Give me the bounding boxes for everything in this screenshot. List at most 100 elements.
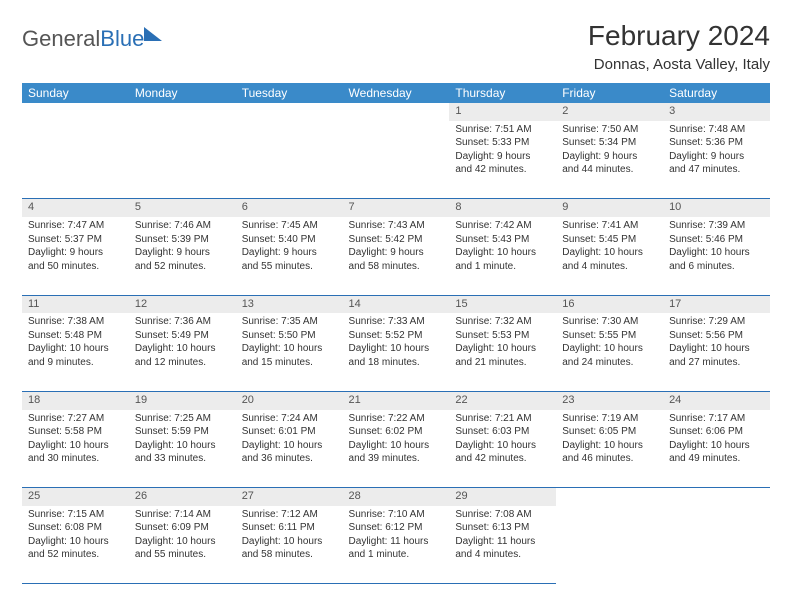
day-line-ss: Sunset: 6:01 PM [242, 426, 337, 439]
day-cell-body: Sunrise: 7:47 AMSunset: 5:37 PMDaylight:… [22, 217, 129, 278]
day-line-ss: Sunset: 6:06 PM [669, 426, 764, 439]
day-cell-body: Sunrise: 7:38 AMSunset: 5:48 PMDaylight:… [22, 313, 129, 374]
day-cell [129, 121, 236, 199]
day-cell-body: Sunrise: 7:21 AMSunset: 6:03 PMDaylight:… [449, 410, 556, 471]
day-line-sr: Sunrise: 7:19 AM [562, 413, 657, 426]
day-cell: Sunrise: 7:47 AMSunset: 5:37 PMDaylight:… [22, 217, 129, 295]
day-line-dl1: Daylight: 10 hours [562, 440, 657, 453]
day-number-cell: 24 [663, 391, 770, 409]
day-cell-body: Sunrise: 7:42 AMSunset: 5:43 PMDaylight:… [449, 217, 556, 278]
day-cell-body: Sunrise: 7:43 AMSunset: 5:42 PMDaylight:… [343, 217, 450, 278]
day-cell: Sunrise: 7:33 AMSunset: 5:52 PMDaylight:… [343, 313, 450, 391]
day-cell-body: Sunrise: 7:48 AMSunset: 5:36 PMDaylight:… [663, 121, 770, 182]
day-line-ss: Sunset: 5:45 PM [562, 234, 657, 247]
day-line-dl1: Daylight: 10 hours [135, 343, 230, 356]
day-line-ss: Sunset: 5:36 PM [669, 137, 764, 150]
day-line-sr: Sunrise: 7:10 AM [349, 509, 444, 522]
day-line-dl2: and 18 minutes. [349, 357, 444, 370]
day-line-dl2: and 1 minute. [455, 261, 550, 274]
day-line-sr: Sunrise: 7:21 AM [455, 413, 550, 426]
day-line-ss: Sunset: 5:50 PM [242, 330, 337, 343]
day-number-cell: 11 [22, 295, 129, 313]
logo-word1: General [22, 26, 100, 51]
day-line-ss: Sunset: 6:09 PM [135, 522, 230, 535]
day-number-cell: 17 [663, 295, 770, 313]
day-line-ss: Sunset: 5:59 PM [135, 426, 230, 439]
day-cell: Sunrise: 7:14 AMSunset: 6:09 PMDaylight:… [129, 506, 236, 584]
day-header-row: SundayMondayTuesdayWednesdayThursdayFrid… [22, 83, 770, 103]
day-cell: Sunrise: 7:15 AMSunset: 6:08 PMDaylight:… [22, 506, 129, 584]
day-cell-body: Sunrise: 7:35 AMSunset: 5:50 PMDaylight:… [236, 313, 343, 374]
day-line-ss: Sunset: 5:58 PM [28, 426, 123, 439]
day-line-ss: Sunset: 6:08 PM [28, 522, 123, 535]
day-line-dl2: and 6 minutes. [669, 261, 764, 274]
day-line-dl1: Daylight: 11 hours [349, 536, 444, 549]
day-line-dl1: Daylight: 10 hours [28, 343, 123, 356]
day-number-cell: 19 [129, 391, 236, 409]
day-line-dl2: and 4 minutes. [562, 261, 657, 274]
day-line-sr: Sunrise: 7:24 AM [242, 413, 337, 426]
day-line-ss: Sunset: 5:55 PM [562, 330, 657, 343]
day-cell-body: Sunrise: 7:32 AMSunset: 5:53 PMDaylight:… [449, 313, 556, 374]
daynum-row: 11121314151617 [22, 295, 770, 313]
logo-word2: Blue [100, 26, 144, 51]
day-cell: Sunrise: 7:35 AMSunset: 5:50 PMDaylight:… [236, 313, 343, 391]
calendar-body: 123Sunrise: 7:51 AMSunset: 5:33 PMDaylig… [22, 103, 770, 584]
day-line-ss: Sunset: 5:48 PM [28, 330, 123, 343]
day-line-dl2: and 42 minutes. [455, 453, 550, 466]
day-cell-body: Sunrise: 7:27 AMSunset: 5:58 PMDaylight:… [22, 410, 129, 471]
day-number-cell: 18 [22, 391, 129, 409]
day-line-sr: Sunrise: 7:32 AM [455, 316, 550, 329]
day-header: Wednesday [343, 83, 450, 103]
day-line-sr: Sunrise: 7:45 AM [242, 220, 337, 233]
day-line-ss: Sunset: 6:03 PM [455, 426, 550, 439]
day-line-dl1: Daylight: 9 hours [349, 247, 444, 260]
day-line-sr: Sunrise: 7:25 AM [135, 413, 230, 426]
day-line-sr: Sunrise: 7:08 AM [455, 509, 550, 522]
day-line-dl1: Daylight: 11 hours [455, 536, 550, 549]
day-line-sr: Sunrise: 7:17 AM [669, 413, 764, 426]
day-number-cell: 1 [449, 103, 556, 121]
day-line-ss: Sunset: 6:02 PM [349, 426, 444, 439]
day-line-sr: Sunrise: 7:42 AM [455, 220, 550, 233]
day-number-cell [129, 103, 236, 121]
day-cell-body: Sunrise: 7:50 AMSunset: 5:34 PMDaylight:… [556, 121, 663, 182]
day-line-dl1: Daylight: 10 hours [135, 536, 230, 549]
day-line-ss: Sunset: 5:40 PM [242, 234, 337, 247]
day-number-cell: 10 [663, 199, 770, 217]
day-number-cell: 13 [236, 295, 343, 313]
content-row: Sunrise: 7:51 AMSunset: 5:33 PMDaylight:… [22, 121, 770, 199]
day-cell: Sunrise: 7:38 AMSunset: 5:48 PMDaylight:… [22, 313, 129, 391]
day-line-dl2: and 52 minutes. [135, 261, 230, 274]
day-line-dl1: Daylight: 10 hours [562, 343, 657, 356]
day-line-dl2: and 21 minutes. [455, 357, 550, 370]
day-number-cell: 29 [449, 488, 556, 506]
day-number-cell [236, 103, 343, 121]
logo-text: GeneralBlue [22, 26, 144, 52]
day-cell-body: Sunrise: 7:14 AMSunset: 6:09 PMDaylight:… [129, 506, 236, 567]
day-cell-body: Sunrise: 7:25 AMSunset: 5:59 PMDaylight:… [129, 410, 236, 471]
day-cell-body: Sunrise: 7:08 AMSunset: 6:13 PMDaylight:… [449, 506, 556, 567]
day-line-dl2: and 58 minutes. [242, 549, 337, 562]
day-line-dl2: and 46 minutes. [562, 453, 657, 466]
day-cell: Sunrise: 7:36 AMSunset: 5:49 PMDaylight:… [129, 313, 236, 391]
day-cell [236, 121, 343, 199]
day-line-dl2: and 44 minutes. [562, 164, 657, 177]
day-line-sr: Sunrise: 7:27 AM [28, 413, 123, 426]
day-cell-body: Sunrise: 7:19 AMSunset: 6:05 PMDaylight:… [556, 410, 663, 471]
day-line-dl2: and 33 minutes. [135, 453, 230, 466]
day-line-sr: Sunrise: 7:39 AM [669, 220, 764, 233]
day-number-cell [343, 103, 450, 121]
day-line-dl1: Daylight: 10 hours [349, 343, 444, 356]
day-cell-body: Sunrise: 7:15 AMSunset: 6:08 PMDaylight:… [22, 506, 129, 567]
day-line-ss: Sunset: 5:53 PM [455, 330, 550, 343]
day-cell: Sunrise: 7:48 AMSunset: 5:36 PMDaylight:… [663, 121, 770, 199]
day-line-dl2: and 1 minute. [349, 549, 444, 562]
day-cell: Sunrise: 7:50 AMSunset: 5:34 PMDaylight:… [556, 121, 663, 199]
day-cell: Sunrise: 7:45 AMSunset: 5:40 PMDaylight:… [236, 217, 343, 295]
day-line-sr: Sunrise: 7:14 AM [135, 509, 230, 522]
day-line-ss: Sunset: 5:49 PM [135, 330, 230, 343]
day-line-sr: Sunrise: 7:48 AM [669, 124, 764, 137]
day-cell: Sunrise: 7:51 AMSunset: 5:33 PMDaylight:… [449, 121, 556, 199]
day-line-ss: Sunset: 5:39 PM [135, 234, 230, 247]
